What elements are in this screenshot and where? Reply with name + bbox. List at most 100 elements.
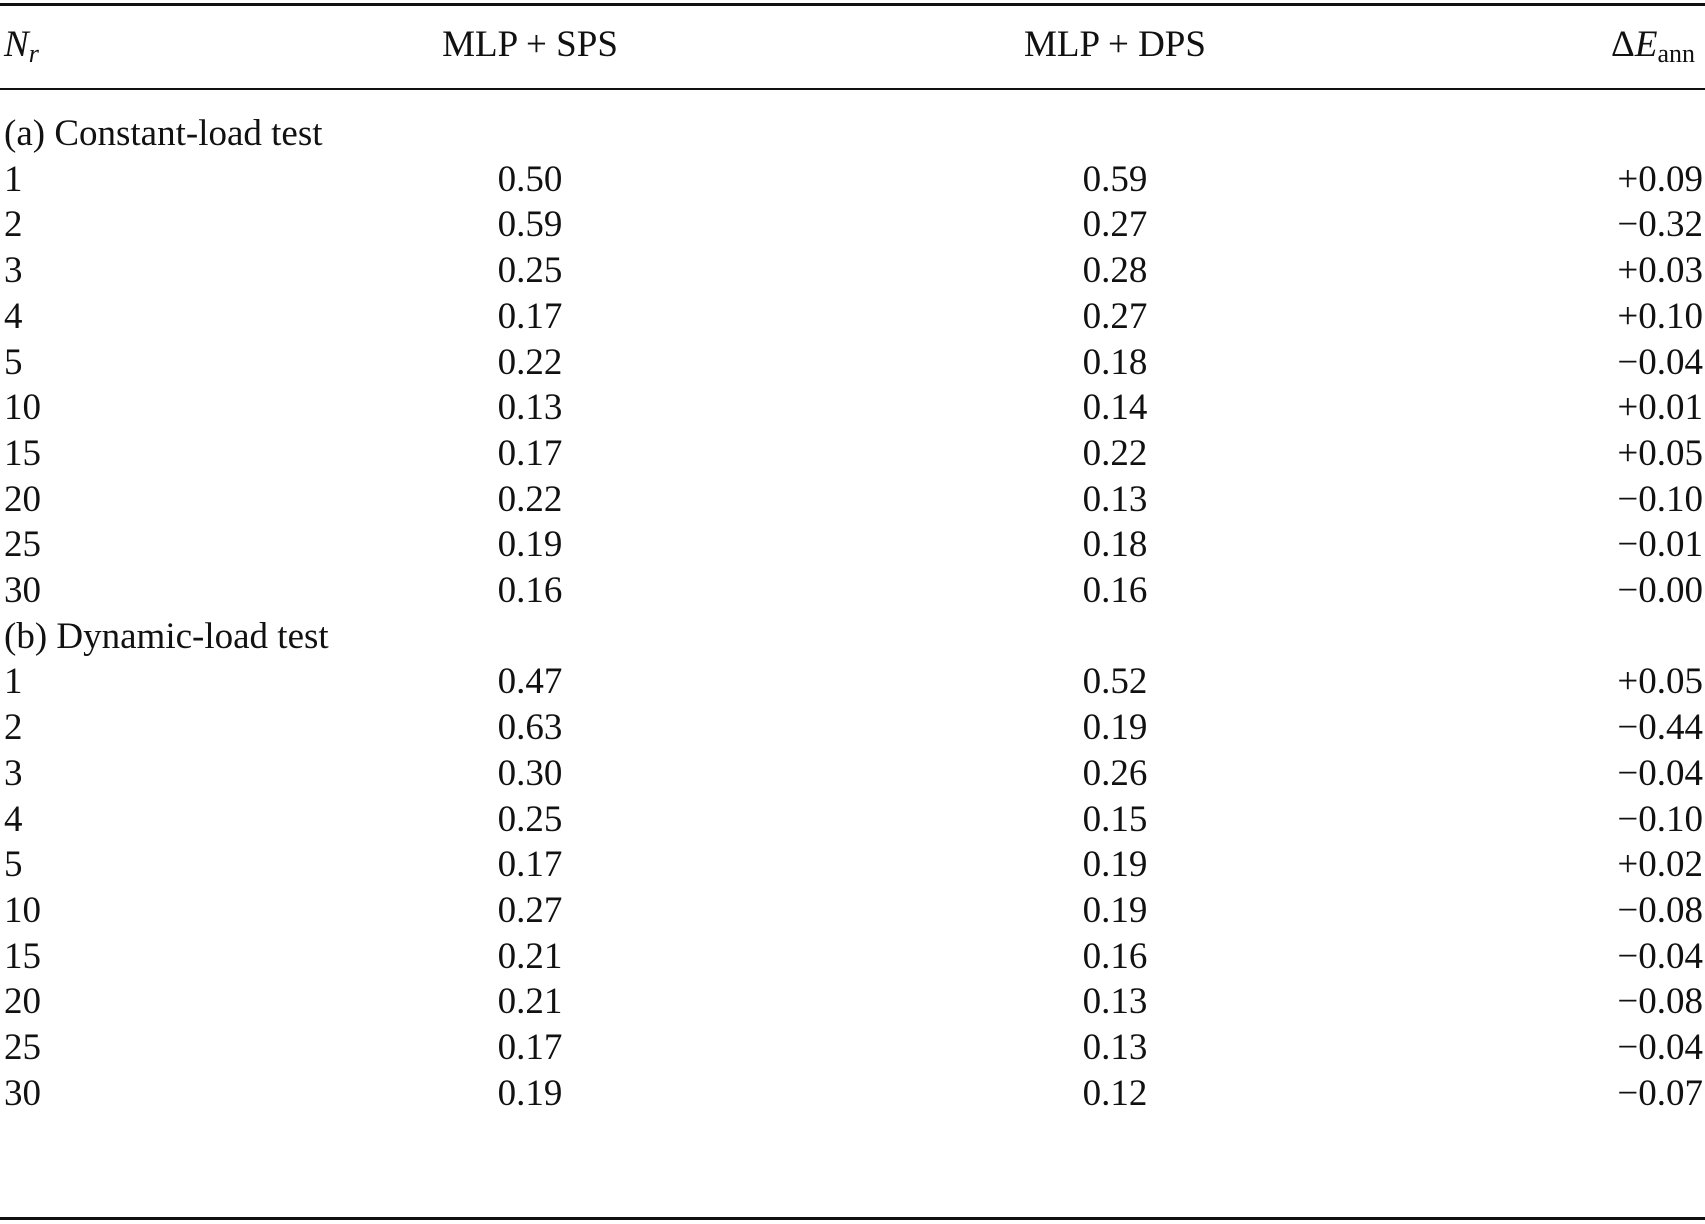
- cell-mlp-sps: 0.22: [497, 478, 563, 520]
- cell-nr: 25: [4, 524, 41, 566]
- table-row: 25 0.19 0.18 −0.01: [0, 520, 1705, 570]
- cell-mlp-sps: 0.21: [497, 935, 563, 977]
- cell-mlp-dps: 0.22: [1082, 432, 1148, 474]
- cell-nr: 10: [4, 889, 41, 931]
- cell-delta-e-ann: +0.01: [1617, 387, 1703, 429]
- table-row: 30 0.19 0.12 −0.07: [0, 1069, 1705, 1119]
- cell-mlp-dps: 0.19: [1082, 889, 1148, 931]
- table-header-rule: [0, 88, 1705, 90]
- cell-mlp-sps: 0.30: [497, 752, 563, 794]
- cell-mlp-dps: 0.52: [1082, 661, 1148, 703]
- cell-nr: 20: [4, 478, 41, 520]
- cell-mlp-dps: 0.27: [1082, 204, 1148, 246]
- cell-nr: 3: [4, 250, 23, 292]
- cell-mlp-dps: 0.19: [1082, 844, 1148, 886]
- cell-nr: 20: [4, 981, 41, 1023]
- cell-mlp-sps: 0.59: [497, 204, 563, 246]
- cell-mlp-sps: 0.16: [497, 570, 563, 611]
- cell-mlp-sps: 0.21: [497, 981, 563, 1023]
- table-row: 20 0.22 0.13 −0.10: [0, 475, 1705, 525]
- cell-nr: 25: [4, 1027, 41, 1068]
- cell-mlp-dps: 0.26: [1082, 752, 1148, 794]
- cell-delta-e-ann: −0.04: [1617, 341, 1703, 383]
- cell-mlp-dps: 0.15: [1082, 798, 1148, 840]
- cell-mlp-sps: 0.25: [497, 798, 563, 840]
- table-row: 5 0.22 0.18 −0.04: [0, 338, 1705, 388]
- cell-delta-e-ann: −0.10: [1617, 798, 1703, 840]
- cell-mlp-sps: 0.47: [497, 661, 563, 703]
- cell-delta-e-ann: +0.10: [1617, 295, 1703, 337]
- cell-mlp-dps: 0.13: [1082, 478, 1148, 520]
- cell-delta-e-ann: +0.09: [1617, 158, 1703, 200]
- table-top-rule: [0, 3, 1705, 6]
- table-row: 25 0.17 0.13 −0.04: [0, 1023, 1705, 1073]
- section-header-row: (a) Constant-load test: [0, 109, 1705, 159]
- cell-delta-e-ann: −0.08: [1617, 981, 1703, 1023]
- header-mlp-sps: MLP + SPS: [442, 24, 618, 65]
- header-mlp-dps: MLP + DPS: [1024, 24, 1206, 65]
- cell-mlp-dps: 0.16: [1082, 935, 1148, 977]
- table-row: 4 0.17 0.27 +0.10: [0, 292, 1705, 342]
- cell-nr: 4: [4, 798, 23, 840]
- table-row: 3 0.25 0.28 +0.03: [0, 246, 1705, 296]
- table-row: 10 0.27 0.19 −0.08: [0, 886, 1705, 936]
- cell-delta-e-ann: −0.04: [1617, 1027, 1703, 1068]
- cell-nr: 3: [4, 752, 23, 794]
- cell-delta-e-ann: +0.05: [1617, 432, 1703, 474]
- table-row: 30 0.16 0.16 −0.00: [0, 566, 1705, 616]
- header-ann-sub: ann: [1657, 39, 1695, 68]
- cell-mlp-sps: 0.50: [497, 158, 563, 200]
- cell-mlp-dps: 0.27: [1082, 295, 1148, 337]
- cell-nr: 1: [4, 661, 23, 703]
- header-nr-main: N: [4, 24, 29, 65]
- cell-nr: 10: [4, 387, 41, 429]
- header-delta-e-ann: ΔEann: [1611, 20, 1695, 70]
- cell-delta-e-ann: +0.03: [1617, 250, 1703, 292]
- cell-delta-e-ann: −0.08: [1617, 889, 1703, 931]
- cell-mlp-dps: 0.12: [1082, 1072, 1148, 1114]
- table-bottom-rule: [0, 1217, 1705, 1220]
- cell-delta-e-ann: −0.04: [1617, 752, 1703, 794]
- table-row: 1 0.50 0.59 +0.09: [0, 155, 1705, 205]
- cell-nr: 15: [4, 432, 41, 474]
- cell-mlp-dps: 0.28: [1082, 250, 1148, 292]
- cell-nr: 5: [4, 341, 23, 383]
- cell-nr: 2: [4, 707, 23, 749]
- cell-mlp-sps: 0.22: [497, 341, 563, 383]
- cell-mlp-sps: 0.17: [497, 1027, 563, 1068]
- cell-nr: 1: [4, 158, 23, 200]
- cell-mlp-sps: 0.19: [497, 1072, 563, 1114]
- table-row: 3 0.30 0.26 −0.04: [0, 749, 1705, 799]
- cell-mlp-sps: 0.19: [497, 524, 563, 566]
- cell-delta-e-ann: −0.01: [1617, 524, 1703, 566]
- table-row: 10 0.13 0.14 +0.01: [0, 383, 1705, 433]
- table-header-row: Nr MLP + SPS MLP + DPS ΔEann: [0, 20, 1705, 70]
- cell-mlp-dps: 0.18: [1082, 341, 1148, 383]
- cell-mlp-sps: 0.63: [497, 707, 563, 749]
- cell-mlp-dps: 0.18: [1082, 524, 1148, 566]
- table-row: 15 0.21 0.16 −0.04: [0, 932, 1705, 982]
- section-header-row: (b) Dynamic-load test: [0, 612, 1705, 662]
- cell-mlp-sps: 0.25: [497, 250, 563, 292]
- header-delta-symbol: Δ: [1611, 24, 1635, 65]
- table-row: 5 0.17 0.19 +0.02: [0, 840, 1705, 890]
- section-label: (b) Dynamic-load test: [4, 615, 329, 657]
- cell-delta-e-ann: +0.02: [1617, 844, 1703, 886]
- header-e-symbol: E: [1634, 24, 1658, 65]
- cell-nr: 2: [4, 204, 23, 246]
- cell-mlp-dps: 0.14: [1082, 387, 1148, 429]
- cell-nr: 15: [4, 935, 41, 977]
- cell-mlp-sps: 0.13: [497, 387, 563, 429]
- cell-mlp-dps: 0.13: [1082, 1027, 1148, 1068]
- cell-delta-e-ann: −0.10: [1617, 478, 1703, 520]
- header-nr-sub: r: [28, 39, 39, 68]
- cell-mlp-sps: 0.17: [497, 432, 563, 474]
- table-row: 15 0.17 0.22 +0.05: [0, 429, 1705, 479]
- cell-delta-e-ann: −0.44: [1617, 707, 1703, 749]
- table-row: 2 0.63 0.19 −0.44: [0, 703, 1705, 753]
- cell-nr: 4: [4, 295, 23, 337]
- cell-mlp-sps: 0.17: [497, 295, 563, 337]
- cell-delta-e-ann: −0.04: [1617, 935, 1703, 977]
- cell-nr: 5: [4, 844, 23, 886]
